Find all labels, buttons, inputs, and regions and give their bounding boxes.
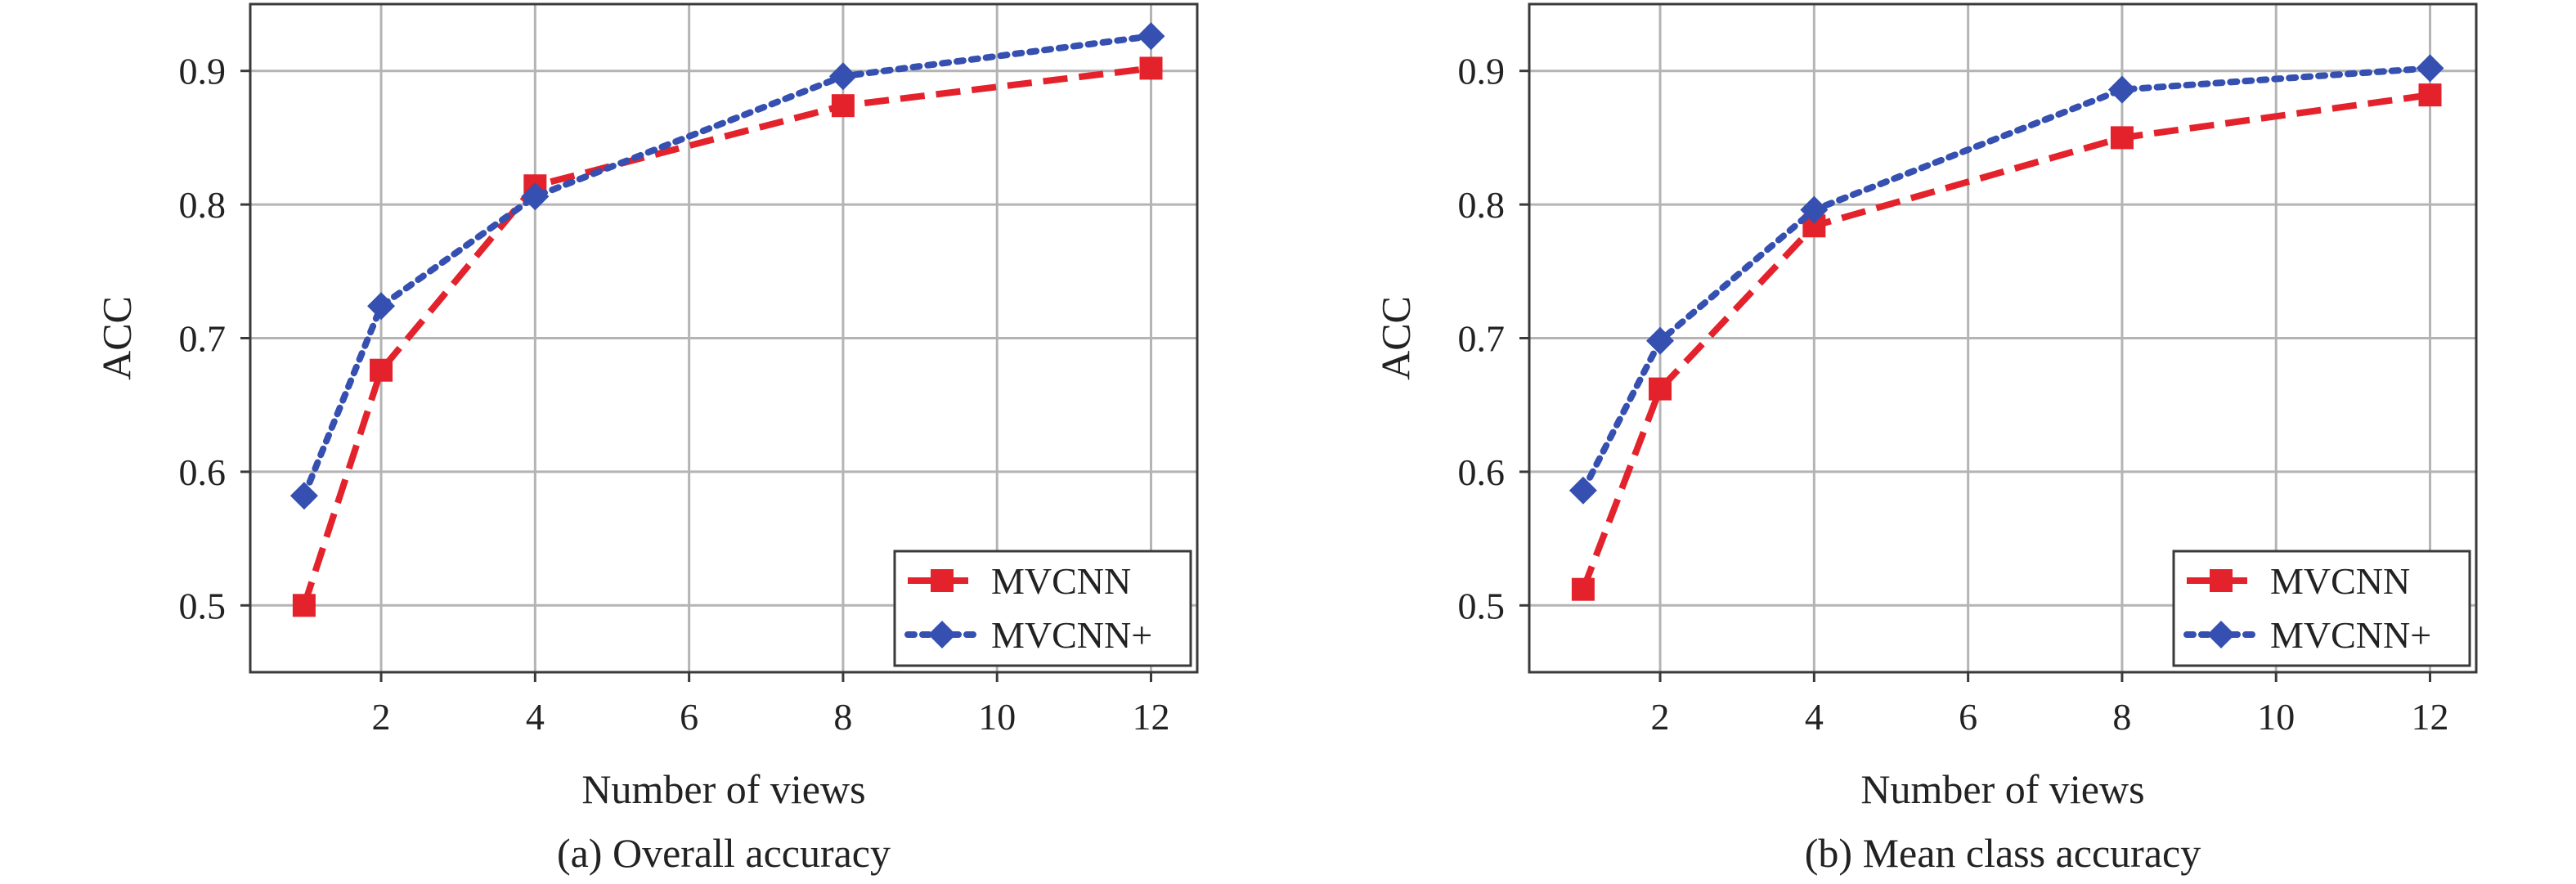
data-point-diamond bbox=[1137, 22, 1165, 51]
x-tick-label: 8 bbox=[833, 696, 852, 738]
y-tick-label: 0.6 bbox=[179, 451, 227, 493]
legend: MVCNN MVCNN+ bbox=[2172, 550, 2471, 667]
data-point-square bbox=[292, 594, 316, 617]
data-point-diamond bbox=[1568, 476, 1597, 505]
data-point-diamond bbox=[2416, 54, 2444, 83]
data-point-diamond bbox=[1800, 195, 1829, 224]
data-point-square bbox=[2110, 126, 2134, 150]
y-tick-label: 0.8 bbox=[1458, 184, 1506, 226]
x-axis-label: Number of views bbox=[1860, 766, 2144, 812]
chart-caption: (b) Mean class accuracy bbox=[1805, 830, 2201, 876]
data-point-diamond bbox=[2107, 75, 2136, 104]
y-tick-label: 0.6 bbox=[1458, 451, 1506, 493]
x-tick-label: 8 bbox=[2112, 696, 2131, 738]
chart-caption: (a) Overall accuracy bbox=[557, 830, 891, 876]
y-tick-label: 0.7 bbox=[179, 318, 227, 360]
legend-marker-square bbox=[2210, 569, 2233, 592]
y-axis-label: ACC bbox=[1372, 296, 1418, 380]
legend-marker-square bbox=[931, 569, 954, 592]
data-point-diamond bbox=[1646, 326, 1675, 355]
x-tick-label: 4 bbox=[526, 696, 545, 738]
legend-label: MVCNN bbox=[991, 560, 1131, 602]
x-tick-label: 12 bbox=[1133, 696, 1170, 738]
y-tick-label: 0.8 bbox=[179, 184, 227, 226]
chart-panel-b: 2 4 6 8 10 12 0.5 0.6 0.7 0.8 0.9 Number of views AC… bbox=[1372, 2, 2478, 876]
chart-panel-a: 2 4 6 8 10 12 0.5 0.6 0.7 0.8 0.9 Number of views AC… bbox=[93, 2, 1199, 876]
y-axis-label: ACC bbox=[93, 296, 139, 380]
series-line-mvcnn-plus bbox=[300, 33, 1155, 500]
y-tick-label: 0.9 bbox=[1458, 51, 1506, 92]
legend-marker-diamond bbox=[2207, 621, 2235, 648]
legend-label: MVCNN+ bbox=[2270, 614, 2431, 656]
series-line-mvcnn bbox=[1580, 92, 2431, 591]
legend-marker-diamond bbox=[928, 621, 956, 648]
data-point-square bbox=[831, 94, 855, 118]
x-tick-label: 6 bbox=[1959, 696, 1977, 738]
data-point-square bbox=[370, 358, 393, 382]
x-tick-label: 12 bbox=[2412, 696, 2449, 738]
x-tick-label: 10 bbox=[978, 696, 1016, 738]
x-axis-label: Number of views bbox=[581, 766, 865, 812]
data-point-square bbox=[2418, 83, 2442, 107]
x-tick-label: 2 bbox=[1651, 696, 1670, 738]
data-point-diamond bbox=[289, 482, 318, 510]
x-tick-label: 4 bbox=[1805, 696, 1824, 738]
x-tick-label: 2 bbox=[372, 696, 391, 738]
data-point-diamond bbox=[521, 182, 550, 211]
data-point-square bbox=[1571, 577, 1595, 601]
x-tick-label: 6 bbox=[680, 696, 698, 738]
y-tick-label: 0.9 bbox=[179, 51, 227, 92]
legend: MVCNN MVCNN+ bbox=[893, 550, 1192, 667]
data-point-square bbox=[1649, 377, 1672, 401]
series-line-mvcnn-plus bbox=[1579, 65, 2434, 494]
data-point-diamond bbox=[367, 292, 396, 321]
y-tick-label: 0.5 bbox=[179, 585, 227, 626]
legend-label: MVCNN bbox=[2270, 560, 2410, 602]
series-line-mvcnn bbox=[301, 65, 1151, 607]
data-point-square bbox=[1139, 56, 1163, 80]
legend-label: MVCNN+ bbox=[991, 614, 1152, 656]
y-tick-label: 0.5 bbox=[1458, 585, 1506, 626]
x-tick-label: 10 bbox=[2257, 696, 2295, 738]
y-tick-label: 0.7 bbox=[1458, 318, 1506, 360]
data-point-diamond bbox=[828, 62, 857, 91]
